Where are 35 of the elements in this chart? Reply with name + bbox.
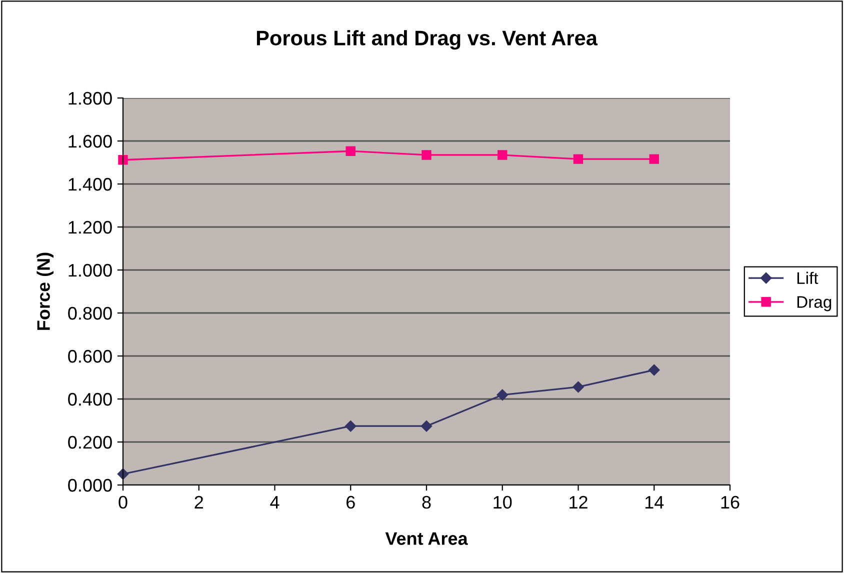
- point: [649, 154, 659, 164]
- y-tick-label: 1.000: [68, 264, 112, 277]
- x-tick-label: 14: [645, 496, 664, 508]
- y-tick-label: 1.800: [68, 92, 112, 105]
- point: [420, 420, 432, 432]
- y-tick-label: 1.200: [68, 220, 112, 234]
- y-tick-label: 1.600: [68, 134, 112, 148]
- point: [648, 364, 660, 376]
- chart-title: Porous Lift and Drag vs. Vent Area: [256, 30, 598, 50]
- legend-label: Drag: [797, 296, 832, 312]
- x-tick-label: 16: [721, 496, 740, 509]
- point: [345, 420, 356, 432]
- x-tick-label: 2: [194, 496, 203, 508]
- x-tick-label: 8: [422, 496, 431, 509]
- x-tick-label: 6: [346, 496, 355, 509]
- point: [498, 150, 508, 160]
- y-tick-label: 0.200: [68, 436, 112, 449]
- y-tick-label: 0.600: [68, 350, 112, 363]
- point: [496, 389, 508, 401]
- point: [572, 381, 584, 393]
- x-tick-label: 0: [118, 496, 128, 509]
- y-tick-label: 0.400: [68, 392, 112, 406]
- y-tick-label: 1.400: [68, 178, 112, 191]
- point: [118, 155, 128, 165]
- y-tick-label: 0.000: [68, 478, 112, 492]
- x-tick-label: 10: [494, 496, 512, 509]
- point: [573, 154, 584, 164]
- y-tick-label: 0.800: [68, 306, 112, 320]
- legend-label: Lift: [797, 272, 818, 284]
- point: [346, 146, 356, 156]
- point: [422, 150, 432, 160]
- x-tick-label: 4: [270, 496, 280, 508]
- x-tick-label: 12: [570, 496, 588, 508]
- y-axis-title: Force (N): [36, 252, 54, 330]
- x-axis-title: Vent Area: [385, 532, 468, 545]
